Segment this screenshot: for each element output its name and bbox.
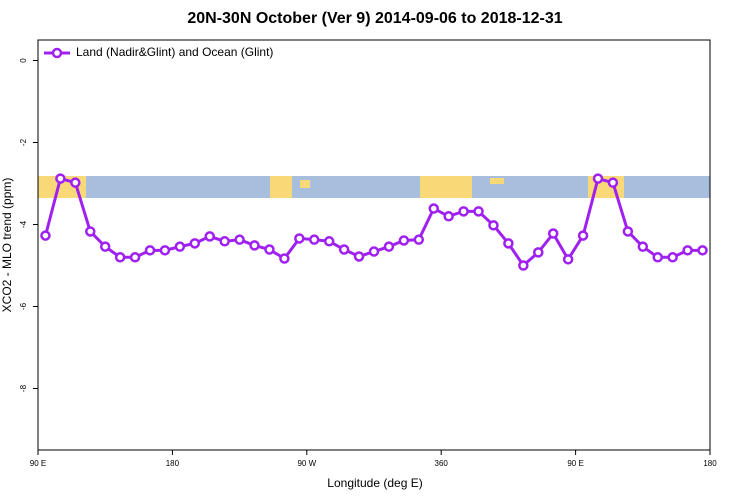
point (607, 177, 619, 188)
point (473, 206, 484, 217)
point (413, 234, 425, 245)
point (458, 206, 469, 217)
x-tick-label: 360 (435, 459, 449, 468)
point (547, 228, 559, 239)
point (144, 245, 156, 256)
point (443, 211, 454, 222)
point (533, 247, 544, 258)
legend-label: Land (Nadir&Glint) and Ocean (Glint) (76, 45, 273, 59)
x-axis-label: Longitude (deg E) (327, 476, 422, 490)
point (488, 220, 499, 231)
x-tick-label: 90 E (567, 459, 583, 468)
point (264, 244, 275, 255)
y-tick-label: 0 (19, 58, 28, 63)
y-tick-label: -8 (19, 384, 28, 392)
point (383, 241, 395, 252)
point (637, 241, 649, 252)
map-strip (38, 176, 710, 198)
point (174, 241, 186, 252)
point (294, 233, 305, 244)
point (204, 231, 215, 242)
point (428, 203, 439, 214)
y-tick-label: -2 (19, 138, 28, 146)
point (40, 230, 51, 241)
point (368, 246, 380, 257)
point (129, 252, 141, 263)
point (682, 245, 693, 256)
y-axis-label: XCO2 - MLO trend (ppm) (0, 178, 14, 313)
point (353, 251, 365, 262)
x-tick-label: 90 W (297, 459, 316, 468)
point (697, 245, 708, 256)
point (159, 245, 171, 256)
point (279, 253, 290, 264)
point (562, 254, 574, 265)
point (518, 260, 529, 271)
point (577, 230, 589, 241)
point (338, 244, 350, 255)
point (99, 241, 111, 252)
point (249, 240, 260, 251)
point (55, 173, 66, 184)
point (503, 238, 514, 249)
point (622, 226, 634, 237)
point (85, 226, 96, 237)
plot-frame (37, 39, 711, 451)
point (189, 238, 201, 249)
x-tick-label: 90 E (30, 459, 46, 468)
legend-marker (51, 47, 63, 59)
point (114, 252, 126, 263)
point (219, 236, 230, 247)
y-tick-label: -4 (19, 220, 28, 228)
x-tick-label: 180 (703, 459, 717, 468)
chart-title: 20N-30N October (Ver 9) 2014-09-06 to 20… (187, 10, 562, 27)
point (398, 235, 410, 246)
x-tick-label: 180 (166, 459, 180, 468)
point (234, 234, 245, 245)
point (323, 236, 335, 247)
point (309, 234, 320, 245)
point (592, 173, 604, 184)
point (70, 177, 81, 188)
point (652, 252, 663, 263)
point (667, 252, 678, 263)
y-tick-label: -6 (19, 302, 28, 310)
